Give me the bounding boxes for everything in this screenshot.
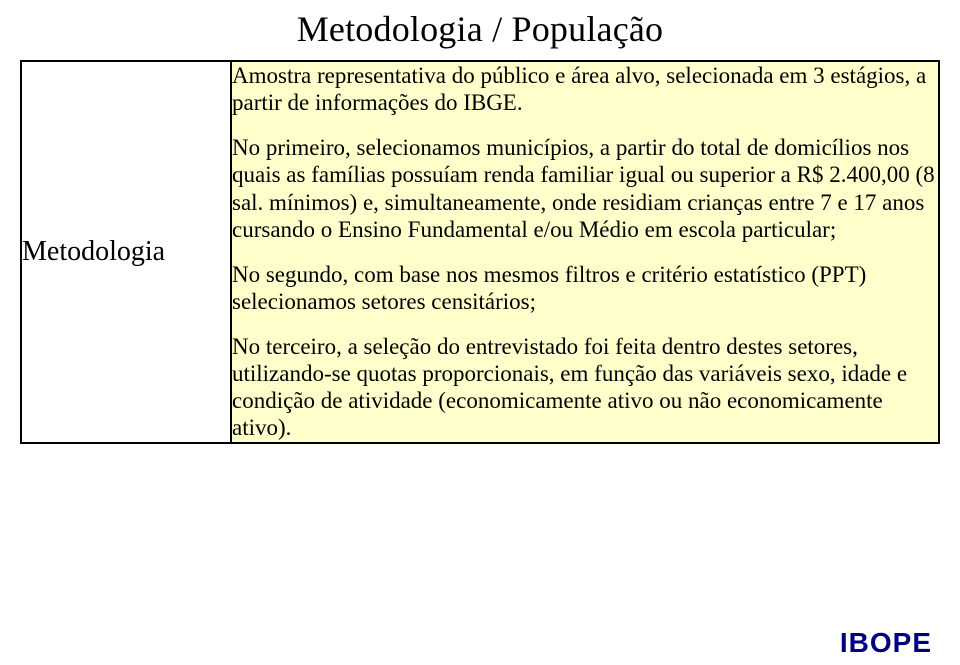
page-title: Metodologia / População xyxy=(0,0,960,60)
methodology-table: Metodologia Amostra representativa do pú… xyxy=(20,60,940,444)
footer-brand: IBOPE xyxy=(840,627,932,659)
paragraph-2: No primeiro, selecionamos municípios, a … xyxy=(232,134,938,243)
paragraph-4: No terceiro, a seleção do entrevistado f… xyxy=(232,333,938,442)
row-label-cell: Metodologia xyxy=(21,61,231,443)
row-label: Metodologia xyxy=(22,236,165,267)
slide-page: Metodologia / População Metodologia Amos… xyxy=(0,0,960,665)
row-content-cell: Amostra representativa do público e área… xyxy=(231,61,939,443)
body-area: Metodologia Amostra representativa do pú… xyxy=(0,60,960,444)
table-row: Metodologia Amostra representativa do pú… xyxy=(21,61,939,443)
paragraph-3: No segundo, com base nos mesmos filtros … xyxy=(232,261,938,315)
paragraph-1: Amostra representativa do público e área… xyxy=(232,62,938,116)
